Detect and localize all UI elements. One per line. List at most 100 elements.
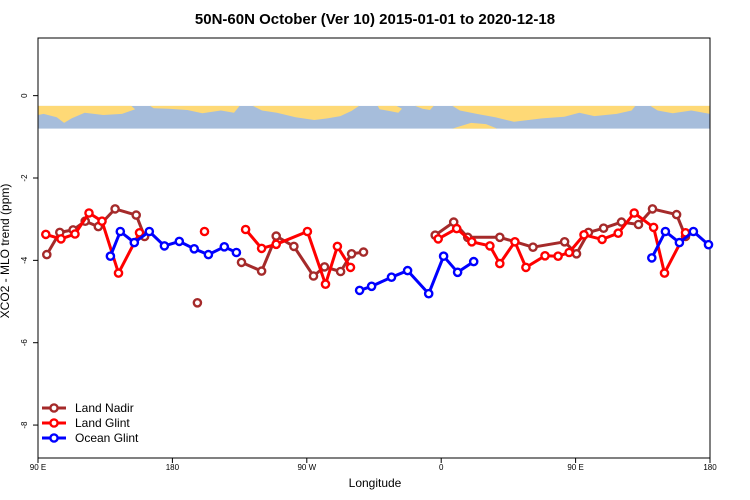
data-point-land-nadir xyxy=(346,248,357,259)
data-point-land-glint xyxy=(56,234,66,244)
data-point-ocean-glint xyxy=(660,226,671,237)
data-point-land-glint xyxy=(648,222,659,233)
data-point-land-glint xyxy=(271,239,282,250)
data-point-ocean-glint xyxy=(386,272,397,283)
x-axis: 90 E 180 90 W 0 90 E 180 xyxy=(30,458,717,472)
data-point-land-nadir xyxy=(289,241,299,252)
data-point-land-glint xyxy=(510,236,520,247)
data-point-land-nadir xyxy=(271,231,282,241)
data-point-land-nadir xyxy=(633,219,644,230)
map-land-1 xyxy=(38,105,136,123)
data-point-land-glint xyxy=(613,228,624,238)
data-point-ocean-glint xyxy=(452,267,463,278)
y-tick-label: -2 xyxy=(20,174,29,182)
data-point-land-glint xyxy=(97,216,107,226)
data-point-land-glint xyxy=(240,224,251,235)
legend-item-land-glint: Land Glint xyxy=(42,416,130,430)
x-tick-label: 0 xyxy=(439,463,444,472)
data-point-land-glint xyxy=(302,226,313,237)
data-point-land-nadir xyxy=(236,257,247,268)
data-point-land-nadir xyxy=(42,249,52,260)
series-land-nadir xyxy=(42,204,691,308)
legend-swatch-marker xyxy=(49,433,59,443)
data-point-land-glint xyxy=(659,268,670,278)
data-point-ocean-glint xyxy=(174,236,185,247)
data-point-land-nadir xyxy=(528,242,538,252)
data-point-land-nadir xyxy=(256,266,267,276)
data-point-land-glint xyxy=(597,234,607,245)
data-point-land-nadir xyxy=(671,209,682,220)
data-point-land-glint xyxy=(521,262,531,273)
data-point-land-glint xyxy=(466,236,477,247)
data-point-land-nadir xyxy=(647,204,658,214)
data-point-land-glint xyxy=(70,229,80,239)
data-point-land-nadir xyxy=(598,223,609,233)
world-map-band xyxy=(38,105,710,129)
map-land-6 xyxy=(452,105,636,122)
data-point-land-nadir xyxy=(335,266,346,277)
series-land-glint xyxy=(41,208,691,290)
data-point-land-glint xyxy=(564,247,574,258)
series-line-land-nadir xyxy=(434,207,687,256)
series-line-land-glint xyxy=(244,228,352,286)
data-point-ocean-glint xyxy=(189,243,199,254)
data-point-ocean-glint xyxy=(674,237,685,248)
data-point-ocean-glint xyxy=(688,226,699,237)
x-tick-label: 90 E xyxy=(567,463,583,472)
legend-label: Land Glint xyxy=(75,416,130,430)
series-line-ocean-glint xyxy=(109,230,238,257)
legend-swatch-marker xyxy=(49,403,59,413)
data-point-land-glint xyxy=(134,227,145,238)
map-land-3 xyxy=(252,105,360,120)
x-tick-label: 180 xyxy=(166,463,180,472)
y-axis: 0 -2 -4 -6 -8 xyxy=(20,93,38,429)
data-point-ocean-glint xyxy=(105,251,116,262)
data-point-ocean-glint xyxy=(703,239,714,250)
data-point-land-glint xyxy=(199,226,210,237)
plot-frame xyxy=(37,37,711,459)
data-point-ocean-glint xyxy=(231,247,242,258)
legend-label: Ocean Glint xyxy=(75,431,139,445)
data-point-ocean-glint xyxy=(647,253,657,263)
data-point-land-nadir xyxy=(358,247,369,257)
y-tick-label: 0 xyxy=(20,93,29,98)
x-tick-label: 180 xyxy=(703,463,717,472)
data-point-land-nadir xyxy=(494,232,505,243)
data-point-land-glint xyxy=(433,234,444,244)
y-tick-label: -6 xyxy=(20,339,29,347)
data-point-ocean-glint xyxy=(402,265,413,276)
data-point-ocean-glint xyxy=(219,241,230,252)
map-land-2 xyxy=(150,105,240,114)
legend-item-ocean-glint: Ocean Glint xyxy=(42,431,139,445)
data-point-land-glint xyxy=(332,241,343,252)
legend-swatch-marker xyxy=(49,418,59,428)
data-point-land-nadir xyxy=(571,248,582,259)
series-ocean-glint xyxy=(105,226,714,299)
data-point-land-glint xyxy=(540,250,550,261)
data-point-land-nadir xyxy=(308,271,319,281)
data-point-ocean-glint xyxy=(115,226,126,237)
data-point-land-glint xyxy=(579,229,589,240)
data-point-ocean-glint xyxy=(366,281,377,292)
data-point-ocean-glint xyxy=(438,251,449,262)
series-layer xyxy=(41,204,714,308)
data-point-ocean-glint xyxy=(423,288,434,299)
data-point-ocean-glint xyxy=(354,285,365,296)
y-tick-label: -8 xyxy=(20,421,29,429)
data-point-ocean-glint xyxy=(144,226,155,237)
data-point-ocean-glint xyxy=(468,256,479,267)
legend-item-land-nadir: Land Nadir xyxy=(42,401,134,415)
map-land-8 xyxy=(650,105,710,114)
data-point-land-nadir xyxy=(110,204,120,214)
x-tick-label: 90 W xyxy=(297,463,316,472)
map-land-5 xyxy=(415,105,434,110)
data-point-land-glint xyxy=(451,223,462,234)
chart-title: 50N-60N October (Ver 10) 2015-01-01 to 2… xyxy=(195,11,555,28)
x-axis-label: Longitude xyxy=(349,476,402,490)
data-point-land-glint xyxy=(345,262,356,273)
x-tick-label: 90 E xyxy=(30,463,46,472)
data-point-ocean-glint xyxy=(203,249,214,260)
y-tick-label: -4 xyxy=(20,256,29,264)
